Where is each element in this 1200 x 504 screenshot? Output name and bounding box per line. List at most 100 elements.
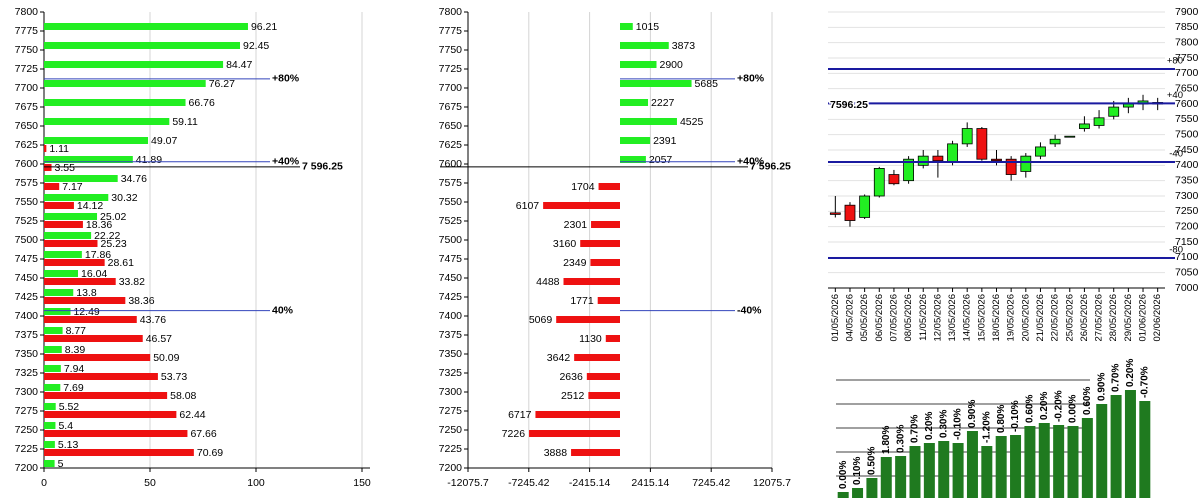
x-tick-label: 12075.7 [753, 477, 791, 489]
data-label: 5.52 [59, 401, 80, 413]
x-tick-label: 04/05/2026 [844, 294, 855, 342]
data-label: 5.13 [58, 439, 79, 451]
data-label: 2391 [653, 135, 677, 147]
level-label: 7 596.25 [750, 161, 791, 173]
bar [44, 118, 170, 125]
x-tick-label: 22/05/2026 [1050, 294, 1061, 342]
bar [1038, 423, 1050, 498]
bar [895, 456, 907, 498]
x-tick-label: 13/05/2026 [947, 294, 958, 342]
y-tick-label: 7150 [1175, 236, 1199, 248]
data-label: 2057 [649, 154, 673, 166]
bar [535, 411, 620, 418]
bar [44, 316, 137, 323]
bar [620, 80, 692, 87]
x-tick-label: 01/06/2026 [1138, 294, 1149, 342]
bar [44, 213, 98, 220]
candle-body [873, 167, 885, 197]
y-tick-label: 7200 [15, 462, 39, 474]
candle-body [991, 158, 1002, 162]
bar [44, 392, 168, 399]
data-label: 13.8 [76, 287, 97, 299]
data-label: 7226 [502, 428, 526, 440]
x-tick-label: 25/05/2026 [1064, 294, 1075, 342]
y-tick-label: 7800 [439, 6, 463, 18]
y-tick-label: 7550 [439, 196, 463, 208]
y-tick-label: 7675 [439, 101, 463, 113]
bar [44, 99, 186, 106]
x-tick-label: 7245.42 [692, 477, 730, 489]
bar [44, 251, 82, 258]
data-label: 2227 [651, 97, 675, 109]
y-tick-label: 7400 [15, 310, 39, 322]
data-label: 58.08 [170, 390, 196, 402]
data-label: 49.07 [151, 135, 177, 147]
bar [44, 221, 83, 228]
candle-body [1122, 103, 1134, 108]
bar [44, 164, 52, 171]
bar [44, 354, 151, 361]
x-tick-label: 05/05/2026 [859, 294, 870, 342]
bar [923, 443, 935, 498]
bar-label: 0.30% [938, 410, 949, 438]
candle-body [859, 195, 871, 218]
bar-label: -1.20% [981, 411, 992, 443]
x-tick-label: -2415.14 [569, 477, 611, 489]
data-label: 84.47 [226, 59, 252, 71]
bar [44, 240, 98, 247]
bar [44, 232, 92, 239]
bar-label: 0.70% [910, 415, 921, 443]
bar [563, 278, 620, 285]
bar-label: 0.60% [1025, 395, 1036, 423]
candle-body [1049, 138, 1061, 145]
y-tick-label: 7775 [439, 25, 463, 37]
bar [44, 449, 194, 456]
bar [44, 422, 56, 429]
data-label: 30.32 [111, 192, 137, 204]
y-tick-label: 7100 [1175, 251, 1199, 263]
data-label: 2349 [563, 257, 587, 269]
candle-body [1108, 106, 1120, 117]
bar [44, 137, 149, 144]
y-tick-label: 7800 [1175, 36, 1199, 48]
data-label: 1015 [636, 21, 660, 33]
y-tick-label: 7325 [15, 367, 39, 379]
data-label: 3642 [547, 352, 571, 364]
y-tick-label: 7600 [439, 158, 463, 170]
bar [837, 492, 849, 498]
y-tick-label: 7800 [15, 6, 39, 18]
bar [1110, 395, 1122, 498]
bar-label: -0.10% [953, 408, 964, 440]
data-label: 12.49 [73, 306, 99, 318]
y-tick-label: 7250 [439, 424, 463, 436]
x-tick-label: 50 [144, 477, 156, 489]
x-tick-label: 0 [41, 477, 47, 489]
candle-body [1005, 158, 1017, 175]
y-tick-label: 7750 [1175, 52, 1199, 64]
bar [1067, 426, 1079, 498]
bar [44, 460, 55, 467]
x-tick-label: 06/05/2026 [874, 294, 885, 342]
data-label: 7.69 [63, 382, 84, 394]
x-tick-label: 28/05/2026 [1108, 294, 1119, 342]
data-label: 5 [58, 458, 64, 470]
data-label: 2636 [559, 371, 583, 383]
bar [44, 202, 74, 209]
x-tick-label: 11/05/2026 [918, 294, 929, 341]
bar [44, 156, 133, 163]
bar-label: 0.00% [1068, 395, 1079, 423]
data-label: 34.76 [121, 173, 147, 185]
y-tick-label: 7350 [15, 348, 39, 360]
y-tick-label: 7325 [439, 367, 463, 379]
bar [556, 316, 620, 323]
bar [620, 42, 669, 49]
data-label: 59.11 [172, 116, 198, 128]
y-tick-label: 7625 [439, 139, 463, 151]
data-label: 50.09 [153, 352, 179, 364]
candle-body [976, 128, 988, 160]
y-tick-label: 7300 [439, 386, 463, 398]
candle-body [1079, 123, 1090, 129]
y-tick-label: 7525 [15, 215, 39, 227]
x-tick-label: 01/05/2026 [830, 294, 841, 342]
bar-label: 0.80% [996, 405, 1007, 433]
